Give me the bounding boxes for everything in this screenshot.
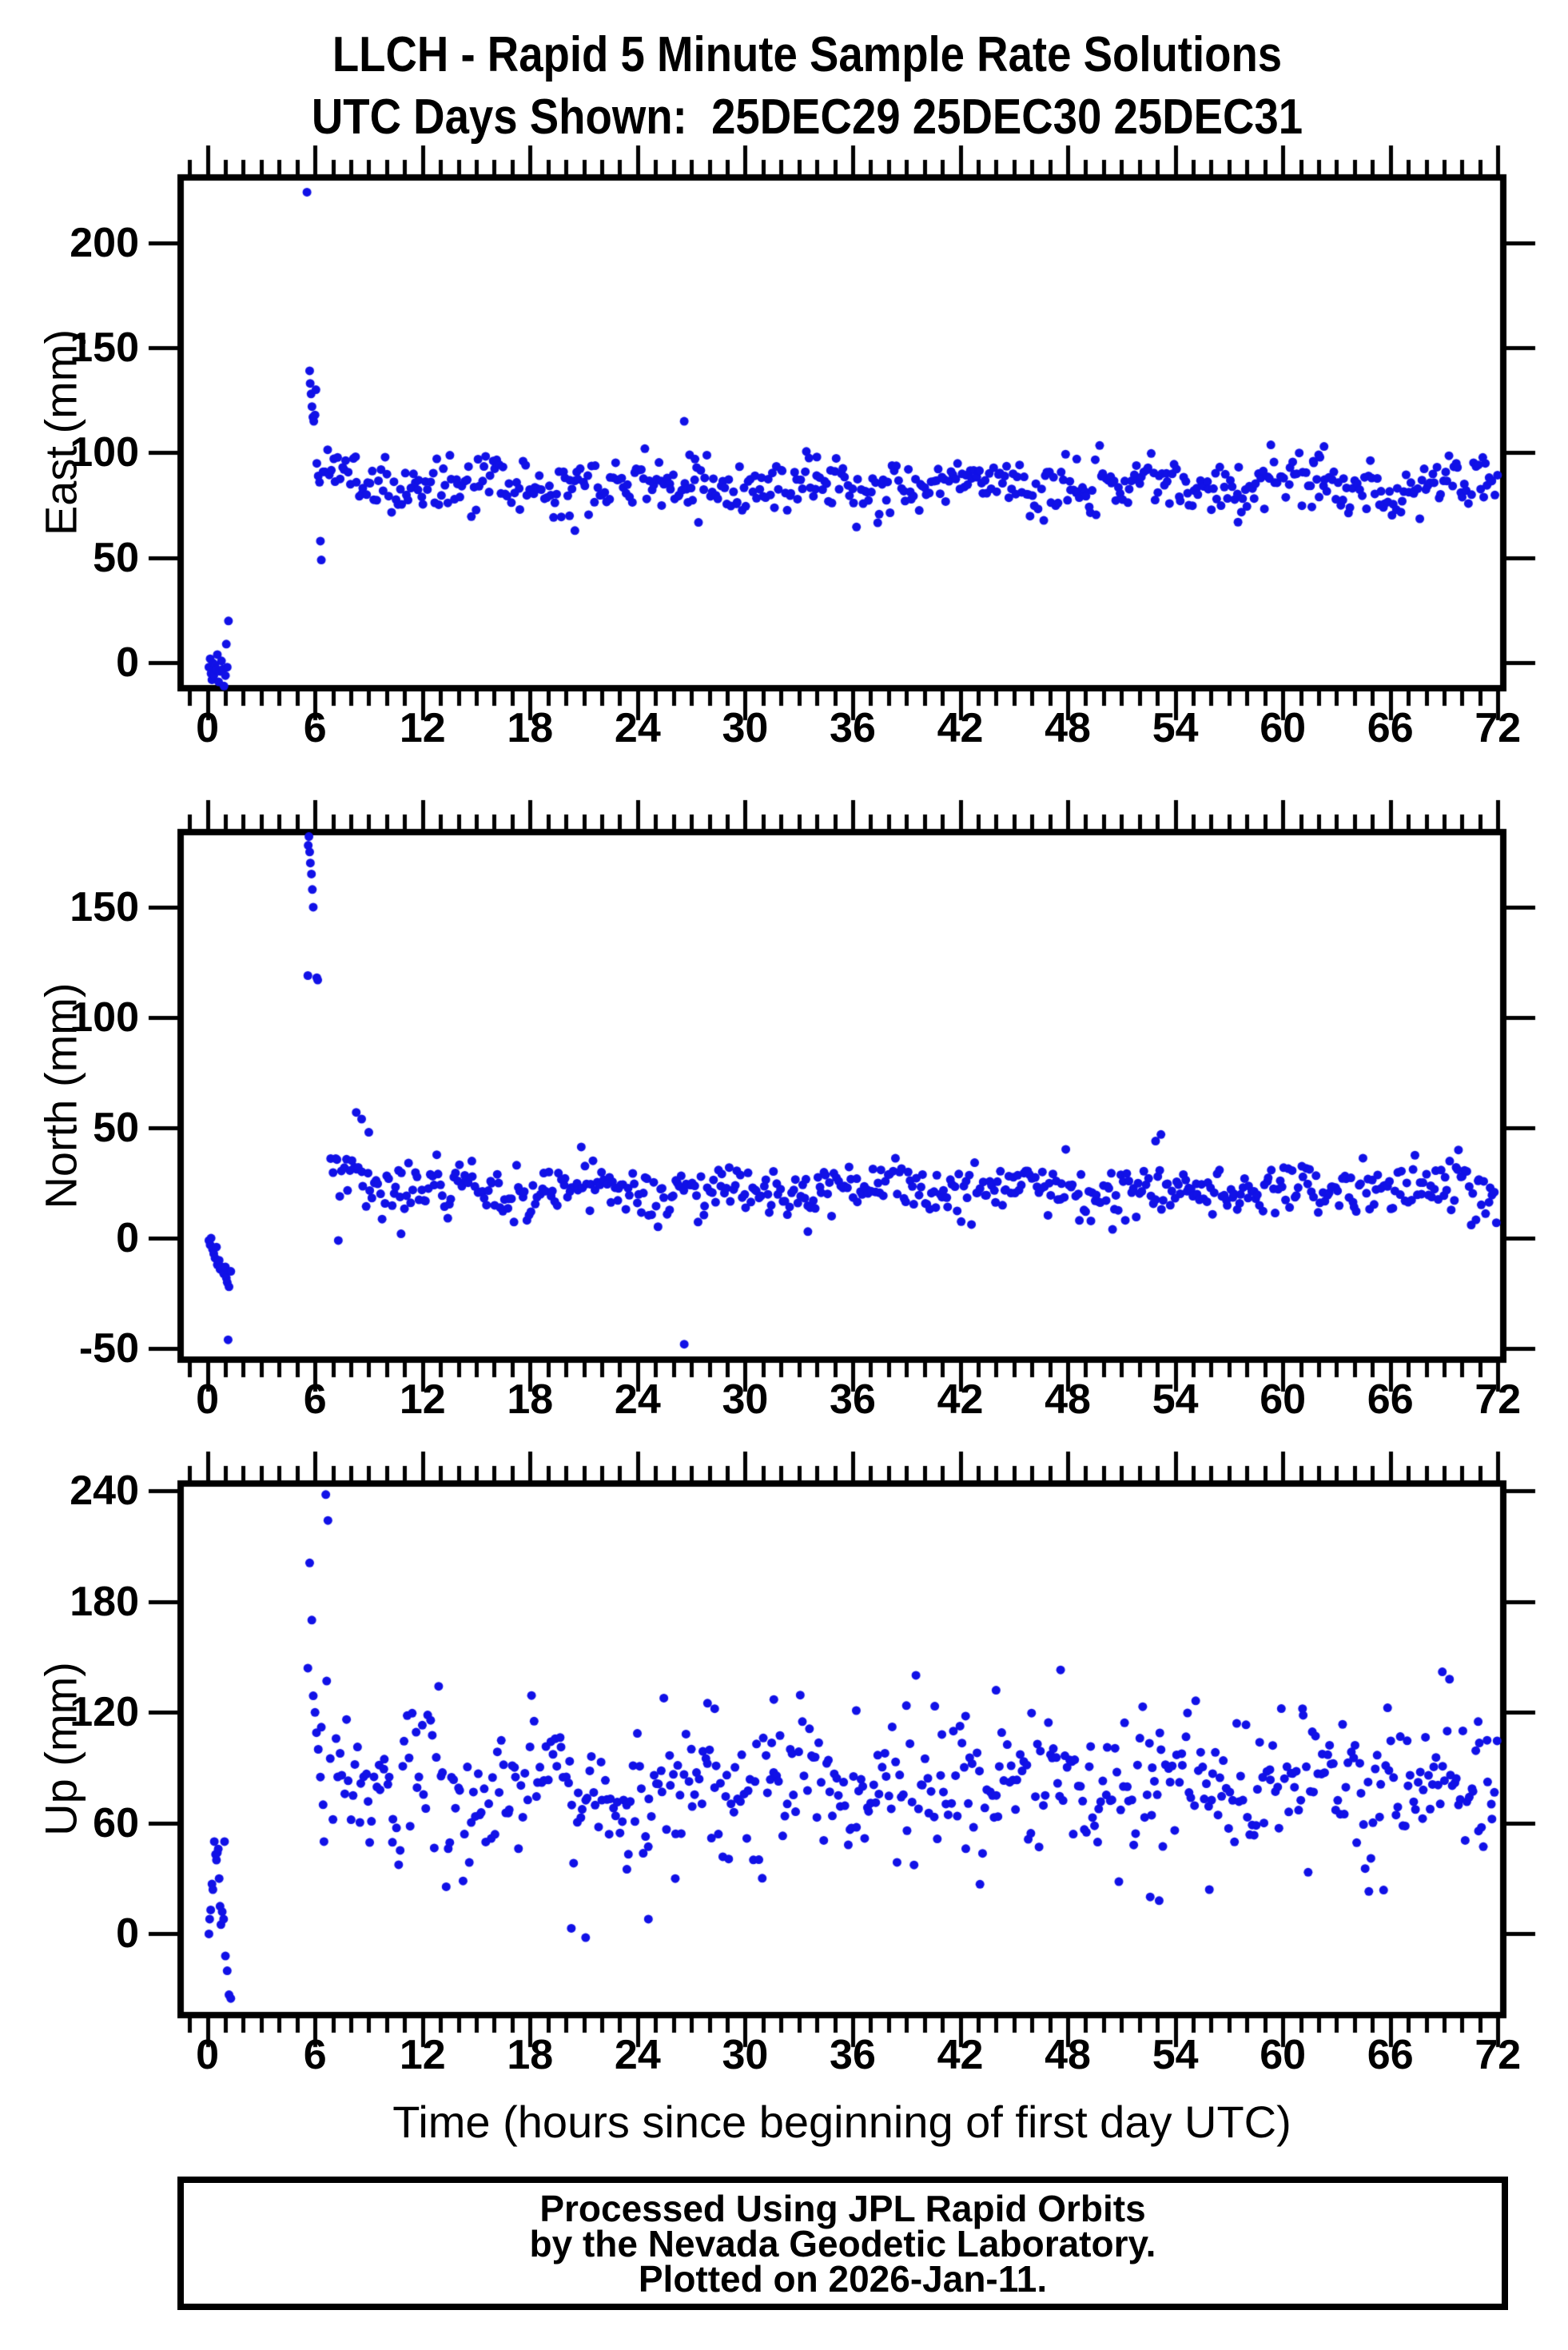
y-tick-label: 240 [70, 1468, 139, 1515]
x-tick-label: 36 [830, 705, 876, 751]
y-tick-label: 50 [93, 1105, 139, 1152]
y-tick-label: 150 [70, 883, 139, 930]
x-tick-label: 30 [722, 705, 769, 751]
x-tick-label: 30 [722, 2032, 769, 2078]
x-tick-label: 24 [614, 1376, 661, 1423]
y-tick-label: -50 [78, 1325, 139, 1372]
x-tick-label: 42 [937, 1376, 984, 1423]
y-tick-label: 200 [70, 219, 139, 266]
y-tick-label: 100 [70, 429, 139, 476]
x-tick-label: 12 [399, 705, 446, 751]
x-tick-label: 72 [1474, 1376, 1522, 1423]
x-tick-label: 12 [399, 2032, 446, 2078]
x-tick-label: 0 [196, 2032, 220, 2078]
y-tick-label: 100 [70, 994, 139, 1041]
y-tick-label: 120 [70, 1689, 139, 1736]
x-tick-label: 54 [1152, 1376, 1199, 1423]
x-tick-label: 72 [1474, 705, 1522, 751]
y-tick-label: 0 [116, 1910, 139, 1958]
y-tick-label: 50 [93, 534, 139, 581]
chart-title-line2: UTC Days Shown: 25DEC29 25DEC30 25DEC31 [311, 90, 1303, 145]
footer-box: Processed Using JPL Rapid Orbits by the … [177, 2177, 1508, 2310]
x-tick-label: 48 [1045, 1376, 1091, 1423]
x-tick-label: 54 [1152, 705, 1199, 751]
x-tick-label: 18 [507, 2032, 554, 2078]
y-tick-label: 0 [116, 639, 139, 687]
x-tick-label: 72 [1474, 2032, 1522, 2078]
footer-line1: Processed Using JPL Rapid Orbits [539, 2188, 1146, 2229]
x-tick-label: 18 [507, 705, 554, 751]
x-tick-label: 24 [614, 2032, 661, 2078]
x-tick-label: 36 [830, 2032, 876, 2078]
y-tick-label: 0 [116, 1215, 139, 1262]
x-tick-label: 60 [1260, 705, 1307, 751]
x-tick-label: 48 [1045, 2032, 1091, 2078]
x-tick-label: 6 [303, 705, 327, 751]
x-tick-label: 60 [1260, 2032, 1307, 2078]
y-tick-label: 180 [70, 1578, 139, 1625]
chart-title-line1: LLCH - Rapid 5 Minute Sample Rate Soluti… [332, 27, 1283, 82]
x-tick-label: 0 [196, 705, 220, 751]
x-axis-label: Time (hours since beginning of first day… [392, 2097, 1291, 2147]
footer-line3: Plotted on 2026-Jan-11. [638, 2258, 1048, 2300]
x-tick-label: 12 [399, 1376, 446, 1423]
x-tick-label: 18 [507, 1376, 554, 1423]
chart-title: LLCH - Rapid 5 Minute Sample Rate Soluti… [128, 24, 1486, 149]
x-tick-label: 42 [937, 2032, 984, 2078]
x-tick-label: 66 [1367, 2032, 1414, 2078]
footer-line2: by the Nevada Geodetic Laboratory. [529, 2223, 1156, 2264]
y-tick-label: 150 [70, 325, 139, 371]
x-tick-label: 66 [1367, 1376, 1414, 1423]
x-tick-label: 48 [1045, 705, 1091, 751]
x-tick-label: 6 [303, 1376, 327, 1423]
y-tick-label: 60 [93, 1799, 139, 1846]
x-tick-label: 54 [1152, 2032, 1199, 2078]
x-tick-label: 42 [937, 705, 984, 751]
x-tick-label: 30 [722, 1376, 769, 1423]
x-tick-label: 66 [1367, 705, 1414, 751]
x-tick-label: 0 [196, 1376, 220, 1423]
x-tick-label: 24 [614, 705, 661, 751]
x-tick-label: 60 [1260, 1376, 1307, 1423]
x-tick-label: 36 [830, 1376, 876, 1423]
x-tick-label: 6 [303, 2032, 327, 2078]
